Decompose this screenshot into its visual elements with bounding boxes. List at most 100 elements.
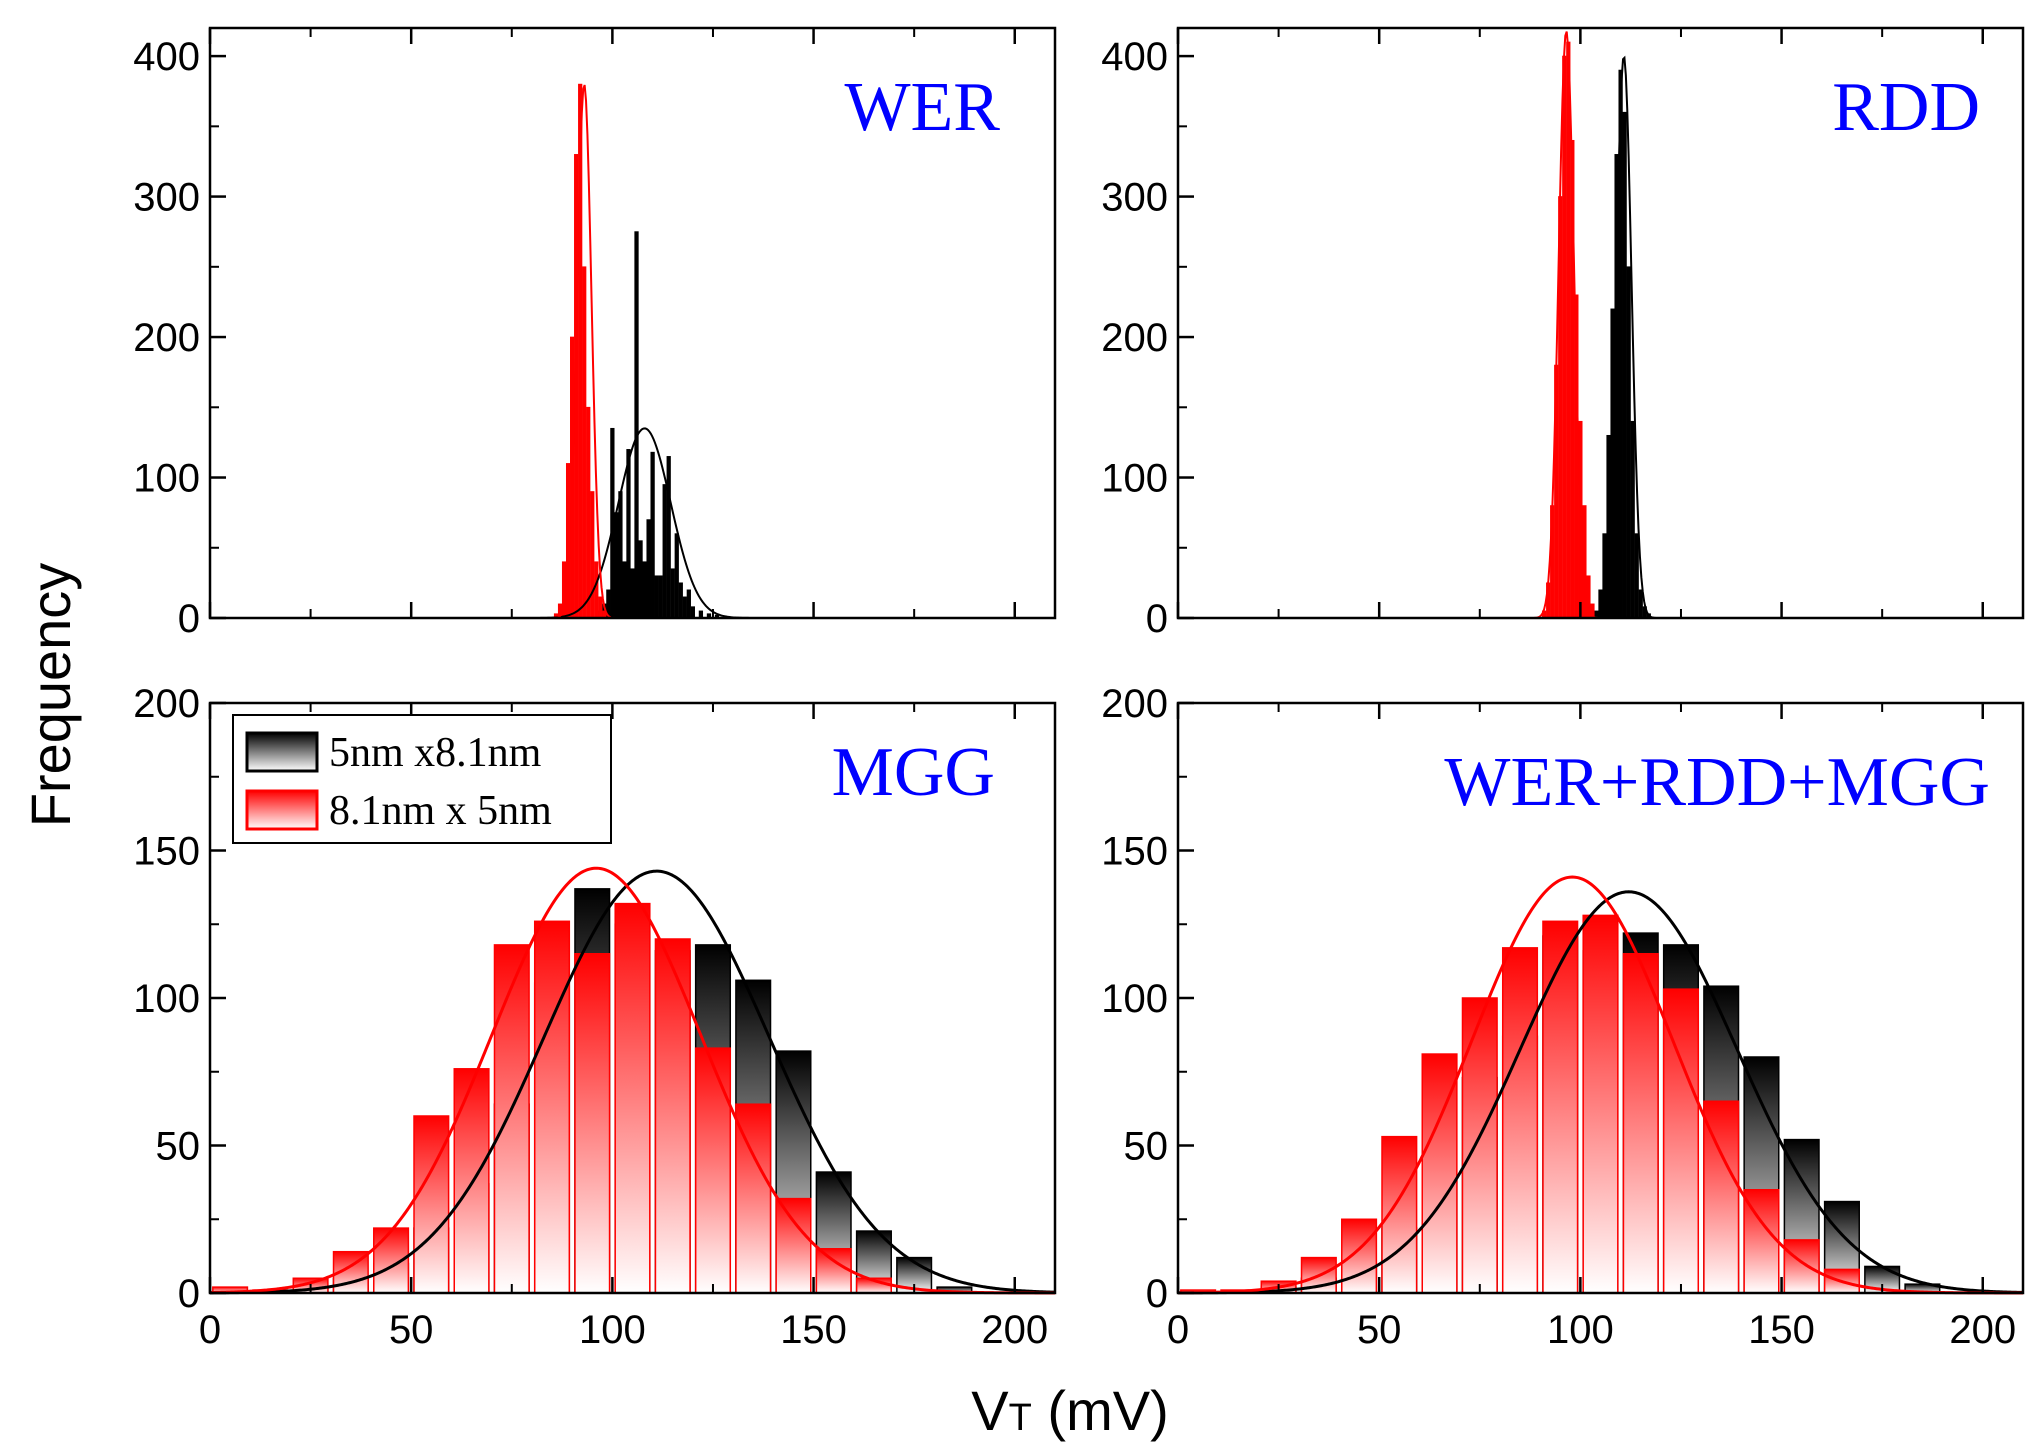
y-axis-title: Frequency (19, 563, 82, 828)
legend-swatch (245, 731, 319, 773)
red-series-bar (775, 1197, 812, 1294)
red-series-bar (1582, 914, 1619, 1294)
red-series-bar (694, 1047, 732, 1294)
black-series-bar (674, 533, 679, 619)
y-tick-label: 0 (1146, 1272, 1168, 1316)
panel-frame (208, 26, 1057, 620)
x-axis-title: VT (mV) (971, 1379, 1168, 1442)
panel-mgg: 0 50 100 150 200 0 50 100 150 200 MGG 5nm x8.1nm 8.1… (133, 682, 1057, 1352)
black-series-bar (1626, 266, 1631, 619)
black-series-bar (626, 449, 631, 619)
black-series-fit-curve (209, 869, 1056, 1295)
panel-wer-rdd-mgg: 0 50 100 150 200 0 50 100 150 200 WER+RDD+MGG (1101, 682, 2025, 1352)
black-series-bar (662, 484, 667, 619)
legend-entry-label: 5nm x8.1nm (329, 730, 542, 776)
black-series-bar (646, 519, 651, 619)
y-tick-label: 0 (178, 1272, 200, 1316)
x-axis-title-main: V (971, 1379, 1009, 1442)
red-series-bar (598, 596, 603, 619)
x-tick-label: 200 (981, 1308, 1048, 1352)
red-series-bar (1703, 1100, 1740, 1294)
black-series-bar (670, 568, 675, 619)
x-tick-label: 50 (1357, 1308, 1402, 1352)
y-tick-label: 100 (133, 457, 200, 501)
panel-title: MGG (832, 734, 995, 811)
red-series-bar (413, 1115, 450, 1294)
red-series-bar (533, 920, 571, 1294)
black-series-bar (666, 456, 671, 619)
black-series-bar (654, 575, 659, 619)
red-series-bar (493, 944, 530, 1294)
red-series-bar (574, 953, 611, 1294)
black-series-bar (1630, 420, 1635, 619)
black-series-bar (650, 451, 655, 619)
x-tick-label: 200 (1949, 1308, 2016, 1352)
black-series-bar (614, 512, 619, 619)
y-tick-label: 50 (156, 1125, 201, 1169)
red-series-bar (1542, 920, 1579, 1294)
black-series-bar (686, 589, 691, 619)
y-tick-label: 300 (133, 176, 200, 220)
red-series-bar (1461, 997, 1498, 1294)
panel-title: RDD (1832, 69, 1980, 146)
red-series-fit-curve (210, 84, 1055, 619)
red-series-bar (1783, 1239, 1820, 1294)
black-series-bar (658, 575, 663, 619)
x-tick-label: 0 (1167, 1308, 1189, 1352)
plot-root: 0 100 200 300 400 WER 0 100 200 300 400 RDD 0 50 100 15… (133, 26, 2025, 1352)
panel-rdd: 0 100 200 300 400 RDD (1101, 26, 2025, 641)
black-series-bar (1638, 589, 1643, 619)
panel-title: WER (844, 69, 1000, 146)
red-series-bar (1501, 947, 1539, 1294)
black-series-bar (682, 596, 687, 619)
x-tick-label: 50 (389, 1308, 434, 1352)
y-tick-label: 400 (1101, 35, 1168, 79)
black-series-bar (642, 561, 647, 619)
y-tick-label: 200 (133, 682, 200, 726)
x-tick-label: 150 (780, 1308, 847, 1352)
red-series-bar (1341, 1218, 1378, 1294)
x-tick-label: 100 (579, 1308, 646, 1352)
panel-title: WER+RDD+MGG (1444, 744, 1990, 821)
y-tick-label: 200 (1101, 316, 1168, 360)
black-series-fit-curve (1177, 890, 2024, 1295)
y-tick-label: 200 (1101, 682, 1168, 726)
y-tick-label: 0 (1146, 597, 1168, 641)
black-series-bar (690, 606, 695, 619)
red-series-bar (590, 491, 595, 619)
x-axis-title-sub: T (1009, 1397, 1032, 1439)
black-series-bar (622, 561, 627, 619)
y-tick-label: 150 (133, 830, 200, 874)
black-series-bar (678, 582, 683, 619)
y-tick-label: 300 (1101, 176, 1168, 220)
red-series-bar (1622, 953, 1659, 1294)
y-tick-label: 0 (178, 597, 200, 641)
y-tick-label: 100 (133, 977, 200, 1021)
x-tick-label: 100 (1547, 1308, 1614, 1352)
red-series-bar (815, 1248, 852, 1294)
x-axis-title-unit: (mV) (1032, 1379, 1169, 1442)
red-series-bar (735, 1103, 772, 1294)
black-series-bar (630, 568, 635, 619)
panel-frame (1176, 26, 2025, 620)
y-tick-label: 50 (1124, 1125, 1169, 1169)
red-series-bar (1562, 55, 1567, 619)
legend-swatch (245, 789, 319, 831)
red-series-bar (586, 406, 591, 619)
legend-entry-label: 8.1nm x 5nm (329, 788, 552, 834)
red-series-bar (614, 902, 651, 1294)
y-tick-label: 150 (1101, 830, 1168, 874)
y-tick-label: 400 (133, 35, 200, 79)
y-tick-label: 100 (1101, 977, 1168, 1021)
black-series-bar (1634, 533, 1639, 619)
x-tick-label: 150 (1748, 1308, 1815, 1352)
red-series-bar (1566, 41, 1571, 619)
black-series-bar (634, 231, 639, 619)
black-series-bar (638, 540, 643, 619)
y-tick-label: 100 (1101, 457, 1168, 501)
panel-wer: 0 100 200 300 400 WER (133, 26, 1057, 641)
red-series-bar (582, 266, 587, 619)
black-series-bar (618, 491, 623, 619)
red-series-bar (1662, 988, 1700, 1294)
y-tick-label: 200 (133, 316, 200, 360)
